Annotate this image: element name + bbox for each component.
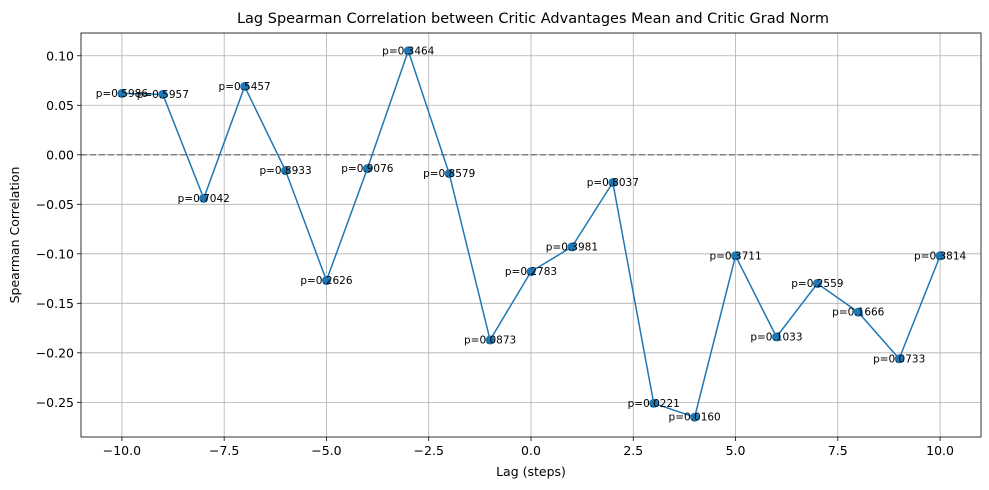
p-value-annotation: p=0.5957 [137, 89, 189, 101]
x-tick-label: −5.0 [311, 443, 341, 458]
y-axis-label: Spearman Correlation [7, 167, 22, 304]
y-tick-label: −0.15 [36, 296, 74, 311]
x-axis: −10.0 −7.5 −5.0 −2.5 0.0 2.5 5.0 7.5 10.0 [103, 437, 954, 458]
y-axis: 0.10 0.05 0.00 −0.05 −0.10 −0.15 −0.20 −0.25 [36, 48, 81, 410]
p-value-annotation: p=0.7042 [178, 193, 230, 205]
p-value-annotation: p=0.0733 [873, 353, 925, 365]
p-value-annotation: p=0.0160 [669, 412, 721, 424]
data-point [812, 279, 822, 289]
p-value-annotation: p=0.2783 [505, 266, 557, 278]
p-value-annotation: p=0.2626 [300, 275, 353, 287]
x-tick-label: −7.5 [209, 443, 239, 458]
data-point [771, 332, 781, 342]
y-tick-label: −0.25 [36, 395, 74, 410]
p-value-annotation: p=0.5986 [96, 88, 149, 100]
data-point [608, 178, 618, 188]
data-point [649, 398, 659, 408]
data-point [526, 267, 536, 277]
data-point [362, 164, 372, 174]
x-tick-label: 2.5 [623, 443, 643, 458]
data-point [567, 242, 577, 252]
data-point [485, 335, 495, 345]
x-tick-label: 5.0 [726, 443, 746, 458]
y-tick-label: −0.10 [36, 246, 74, 261]
y-tick-label: −0.05 [36, 197, 74, 212]
data-point [281, 166, 291, 176]
x-tick-label: 10.0 [926, 443, 954, 458]
p-value-annotation: p=0.8037 [587, 177, 639, 189]
y-tick-label: −0.20 [36, 345, 74, 360]
data-point [199, 193, 209, 203]
p-value-annotation: p=0.8579 [423, 168, 475, 180]
p-value-annotation: p=0.3981 [546, 241, 598, 253]
data-point [321, 276, 331, 286]
y-tick-label: 0.10 [46, 48, 74, 63]
p-value-annotation: p=0.0221 [628, 398, 680, 410]
x-tick-label: −2.5 [414, 443, 444, 458]
data-point [894, 354, 904, 364]
y-tick-label: 0.05 [46, 98, 74, 113]
p-value-annotation: p=0.1033 [750, 331, 802, 343]
chart-title: Lag Spearman Correlation between Critic … [237, 11, 829, 27]
p-value-annotation: p=0.1666 [832, 307, 885, 319]
data-point [690, 412, 700, 422]
p-value-annotation: p=0.8933 [259, 165, 311, 177]
p-value-annotation: p=0.9076 [341, 163, 394, 175]
data-point [117, 88, 127, 98]
p-value-annotation: p=0.3711 [709, 250, 761, 262]
y-tick-label: 0.00 [46, 147, 74, 162]
data-point [240, 81, 250, 91]
data-point [853, 307, 863, 317]
p-value-annotation: p=0.3814 [914, 250, 967, 262]
data-point [731, 251, 741, 261]
x-tick-label: 7.5 [828, 443, 848, 458]
x-tick-label: −10.0 [103, 443, 141, 458]
p-value-annotation: p=0.2559 [791, 278, 843, 290]
data-point [935, 251, 945, 261]
data-point [403, 46, 413, 56]
x-axis-label: Lag (steps) [496, 464, 566, 479]
p-value-annotation: p=0.5457 [219, 81, 271, 93]
x-tick-label: 0.0 [521, 443, 541, 458]
p-value-annotation: p=0.3464 [382, 45, 435, 57]
data-point [158, 89, 168, 99]
data-point [444, 169, 454, 179]
series [117, 46, 945, 422]
p-value-annotation: p=0.0873 [464, 334, 516, 346]
